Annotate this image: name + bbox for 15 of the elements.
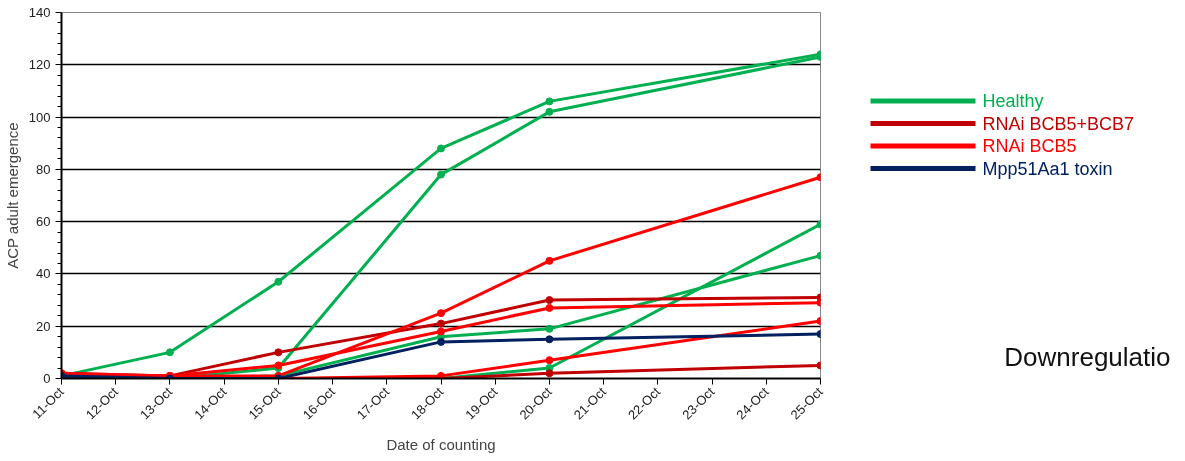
y-tick-label: 140 <box>28 5 51 20</box>
text: RNAi BCB5 <box>982 136 1077 157</box>
y-tick-label: 60 <box>36 214 51 230</box>
y-tick-label: 40 <box>36 266 51 282</box>
y-tick-label: 0 <box>43 371 51 386</box>
text: RNAi BCB5+BCB7 <box>982 113 1135 134</box>
y-tick-label: 80 <box>36 161 51 177</box>
text: Downregulatio <box>1004 342 1171 373</box>
y-tick-label: 20 <box>36 318 51 334</box>
text: Healthy <box>982 90 1044 111</box>
y-tick-label: 100 <box>28 109 51 125</box>
y-tick-label: 120 <box>28 57 51 73</box>
x-axis-title: Date of counting <box>386 435 496 453</box>
text: Mpp51Aa1 toxin <box>982 158 1113 179</box>
y-axis-title: ACP adult emergence <box>3 122 21 269</box>
